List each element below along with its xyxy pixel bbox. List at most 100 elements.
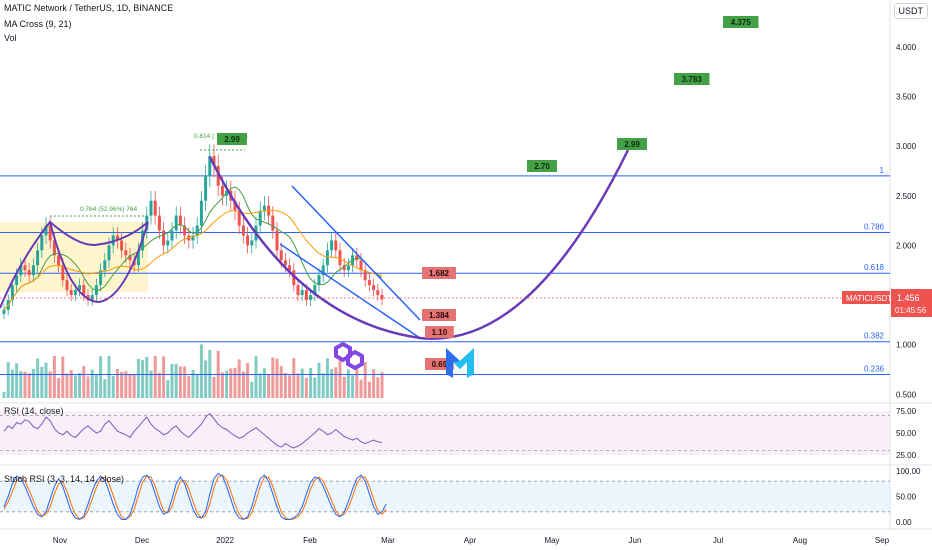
rsi-tick-label: 75.00 <box>896 407 917 416</box>
candle-body <box>27 270 31 276</box>
volume-bar <box>10 369 14 398</box>
target-label-box <box>617 138 647 150</box>
candle-body <box>296 285 300 296</box>
candle-body <box>65 280 69 291</box>
symbol-tag <box>842 291 890 304</box>
candle-body <box>128 255 132 261</box>
volume-bar <box>241 371 245 398</box>
volume-bar <box>380 372 384 398</box>
time-tick-label: Aug <box>793 536 807 545</box>
support-label-box <box>422 309 456 321</box>
target-label-text: 2.70 <box>534 162 550 171</box>
volume-bar <box>300 368 304 398</box>
volume-bar <box>48 371 52 398</box>
candle-body <box>103 260 107 271</box>
price-tick-label: 1.000 <box>896 341 917 350</box>
ma-indicator-label[interactable]: MA Cross (9, 21) <box>4 19 72 29</box>
handle-pattern-top <box>0 220 149 309</box>
candle-body <box>330 240 334 251</box>
volume-bar <box>15 363 19 398</box>
candle-body <box>61 265 65 281</box>
volume-bar <box>220 372 224 398</box>
channel-upper-line <box>291 185 421 321</box>
volume-bar <box>355 368 359 398</box>
target-labels: 4.375 3.783 2.99 2.70 2.99 <box>217 16 759 172</box>
volume-bar <box>288 375 292 398</box>
rsi-band-fill <box>0 411 890 455</box>
candle-body <box>225 190 229 196</box>
volume-bar <box>296 373 300 398</box>
measure-label-1: 0.764 (52.96%) 764 <box>80 206 137 213</box>
target-label-box <box>674 73 710 85</box>
candle-body <box>288 265 292 271</box>
stoch-d-line <box>3 474 387 521</box>
candle-body <box>15 275 19 286</box>
candle-body <box>136 250 140 266</box>
volume-bar <box>128 373 132 398</box>
price-tick-label: 4.000 <box>896 43 917 52</box>
time-tick-label: May <box>544 536 559 545</box>
matic-logo <box>446 348 474 378</box>
volume-bar <box>212 376 216 398</box>
candle-body <box>157 215 161 231</box>
candle-body <box>31 265 35 276</box>
candle-body <box>178 215 182 226</box>
price-tick-label: 3.000 <box>896 142 917 151</box>
volume-bar <box>57 378 61 398</box>
candle-body <box>107 245 111 261</box>
volume-bar <box>338 359 342 398</box>
volume-bar <box>136 358 140 398</box>
target-label-box <box>527 160 557 172</box>
price-tick-label: 2.500 <box>896 192 917 201</box>
volume-bar <box>199 344 203 398</box>
stoch-title[interactable]: Stoch RSI (3, 3, 14, 14, close) <box>4 474 125 484</box>
volume-bar <box>6 362 10 398</box>
support-label-text: 1.384 <box>429 311 450 320</box>
candle-body <box>262 205 266 211</box>
volume-bar <box>94 374 98 398</box>
candle-body <box>220 185 224 196</box>
candle-body <box>73 290 77 296</box>
currency-button[interactable]: USDT <box>893 3 928 19</box>
volume-bar <box>283 373 287 398</box>
candle-body <box>237 210 241 226</box>
candle-body <box>258 210 262 226</box>
candle-body <box>124 250 128 256</box>
volume-bar <box>304 377 308 398</box>
volume-bar <box>229 368 233 398</box>
candle-body <box>166 240 170 246</box>
candle-body <box>10 285 14 301</box>
volume-bar <box>61 356 65 398</box>
rsi-tick-label: 25.00 <box>896 451 917 460</box>
volume-bar <box>149 370 153 398</box>
current-price-tag <box>891 289 932 317</box>
volume-bar <box>191 369 195 398</box>
volume-bar <box>204 360 208 398</box>
rsi-pane <box>0 412 890 452</box>
candle-body <box>271 215 275 231</box>
volume-bar <box>23 371 27 398</box>
volume-bar <box>250 381 254 398</box>
candle-body <box>325 250 329 266</box>
rsi-line <box>3 412 383 449</box>
candle-body <box>2 309 6 314</box>
volume-bar <box>145 356 149 398</box>
candle-body <box>191 235 195 241</box>
candle-body <box>246 235 250 246</box>
volume-bar <box>376 377 380 398</box>
target-label-text: 4.375 <box>731 18 752 27</box>
candle-body <box>99 270 103 286</box>
rsi-title[interactable]: RSI (14, close) <box>4 406 64 416</box>
stoch-k-line <box>3 472 387 521</box>
support-label-text: 1.10 <box>432 328 448 337</box>
volume-bar <box>279 365 283 398</box>
candle-body <box>292 270 296 286</box>
volume-indicator-label[interactable]: Vol <box>4 33 17 43</box>
ma-slow-line <box>3 209 383 311</box>
candle-body <box>23 265 27 271</box>
candle-body <box>372 285 376 291</box>
candle-body <box>36 250 40 266</box>
volume-bar <box>258 373 262 398</box>
